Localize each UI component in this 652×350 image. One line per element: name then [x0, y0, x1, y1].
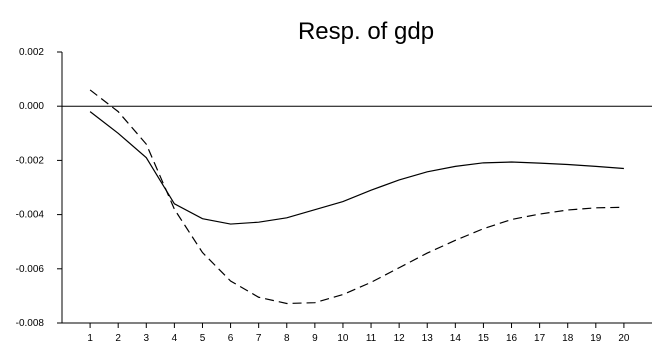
- x-tick-label: 19: [590, 333, 602, 344]
- x-tick-label: 9: [312, 333, 318, 344]
- x-tick-label: 14: [450, 333, 462, 344]
- y-tick-label: -0.006: [16, 264, 45, 275]
- series-layer: [89, 89, 624, 305]
- y-tick-label: 0.000: [19, 101, 44, 112]
- x-tick-label: 6: [228, 333, 234, 344]
- x-tick-label: 15: [478, 333, 490, 344]
- x-tick-label: 5: [200, 333, 206, 344]
- y-tick-label: -0.004: [16, 210, 45, 221]
- series-solid-line: [89, 111, 624, 225]
- x-tick-label: 3: [144, 333, 150, 344]
- x-tick-label: 12: [394, 333, 406, 344]
- y-tick-label: -0.008: [16, 318, 45, 329]
- x-tick-label: 8: [284, 333, 290, 344]
- x-tick-label: 2: [115, 333, 121, 344]
- x-tick-label: 10: [337, 333, 349, 344]
- x-tick-label: 16: [506, 333, 518, 344]
- y-tick-label: -0.002: [16, 155, 45, 166]
- x-tick-label: 13: [422, 333, 434, 344]
- x-tick-label: 18: [562, 333, 574, 344]
- x-tick-label: 7: [256, 333, 262, 344]
- x-tick-label: 1: [87, 333, 93, 344]
- x-tick-label: 11: [366, 333, 377, 344]
- x-tick-label: 20: [618, 333, 630, 344]
- chart-title: Resp. of gdp: [298, 18, 434, 45]
- series-dashed-line: [89, 89, 624, 305]
- y-tick-label: 0.002: [19, 47, 44, 58]
- x-tick-label: 4: [172, 333, 178, 344]
- x-tick-label: 17: [534, 333, 546, 344]
